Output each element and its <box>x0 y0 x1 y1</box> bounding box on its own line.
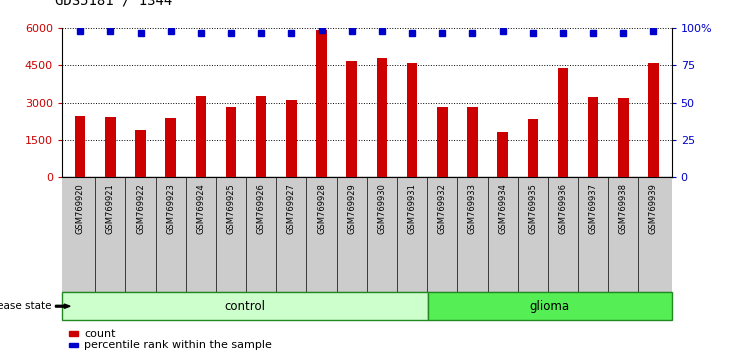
Text: glioma: glioma <box>530 300 569 313</box>
Text: count: count <box>84 329 115 339</box>
Text: GSM769929: GSM769929 <box>347 183 356 234</box>
Bar <box>196 97 206 177</box>
Bar <box>437 107 447 177</box>
Bar <box>648 63 658 177</box>
Bar <box>588 97 599 177</box>
Text: GSM769921: GSM769921 <box>106 183 115 234</box>
Bar <box>347 61 357 177</box>
Text: GSM769926: GSM769926 <box>257 183 266 234</box>
Text: GSM769922: GSM769922 <box>136 183 145 234</box>
Text: GSM769935: GSM769935 <box>529 183 537 234</box>
Text: disease state: disease state <box>0 301 51 311</box>
Text: GSM769925: GSM769925 <box>226 183 236 234</box>
Bar <box>256 96 266 177</box>
Bar <box>286 100 296 177</box>
Bar <box>105 117 115 177</box>
Bar <box>377 58 387 177</box>
Bar <box>226 107 237 177</box>
Bar <box>528 119 538 177</box>
Text: GSM769931: GSM769931 <box>407 183 417 234</box>
Text: GSM769920: GSM769920 <box>76 183 85 234</box>
Bar <box>467 107 477 177</box>
Text: GSM769924: GSM769924 <box>196 183 205 234</box>
Text: GSM769933: GSM769933 <box>468 183 477 234</box>
Text: GDS5181 / 1344: GDS5181 / 1344 <box>55 0 172 7</box>
Text: GSM769939: GSM769939 <box>649 183 658 234</box>
Text: percentile rank within the sample: percentile rank within the sample <box>84 340 272 350</box>
Text: GSM769934: GSM769934 <box>498 183 507 234</box>
Bar <box>618 98 629 177</box>
Text: GSM769932: GSM769932 <box>438 183 447 234</box>
Text: GSM769930: GSM769930 <box>377 183 386 234</box>
Text: GSM769936: GSM769936 <box>558 183 567 234</box>
Text: GSM769923: GSM769923 <box>166 183 175 234</box>
Bar <box>316 30 327 177</box>
FancyBboxPatch shape <box>62 292 428 320</box>
Text: control: control <box>224 300 266 313</box>
Bar <box>407 63 418 177</box>
FancyBboxPatch shape <box>428 292 672 320</box>
Bar <box>166 118 176 177</box>
Text: GSM769927: GSM769927 <box>287 183 296 234</box>
Text: GSM769938: GSM769938 <box>619 183 628 234</box>
Text: GSM769928: GSM769928 <box>317 183 326 234</box>
Bar <box>135 130 146 177</box>
Bar <box>558 68 568 177</box>
Bar <box>75 116 85 177</box>
Bar <box>497 132 508 177</box>
Text: GSM769937: GSM769937 <box>588 183 598 234</box>
